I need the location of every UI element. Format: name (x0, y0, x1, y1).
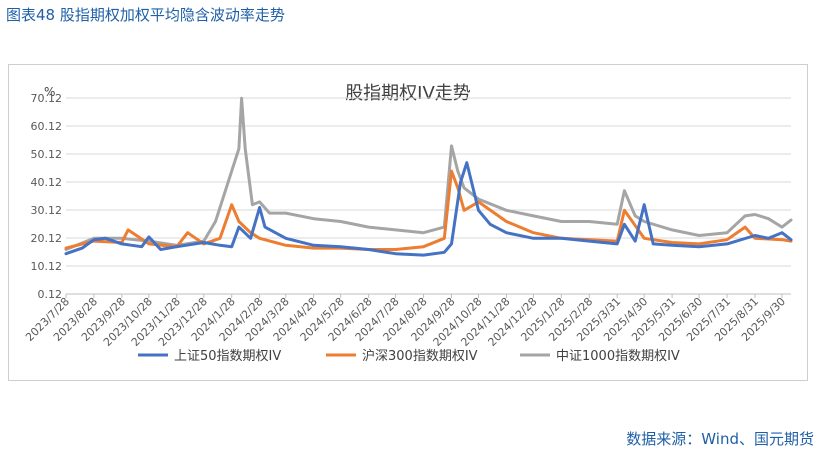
figure-title: 图表48 股指期权加权平均隐含波动率走势 (6, 6, 285, 24)
y-tick-label: 0.12 (38, 288, 63, 301)
legend-label-2: 沪深300指数期权IV (362, 348, 478, 364)
series-line-1 (64, 161, 793, 257)
series-line-2 (64, 169, 793, 251)
y-tick-label: 10.12 (31, 260, 63, 273)
y-tick-label: 20.12 (31, 232, 63, 245)
series-line-3 (64, 96, 793, 251)
y-axis-unit: % (44, 85, 55, 99)
chart-title: 股指期权IV走势 (345, 83, 471, 104)
data-source: 数据来源：Wind、国元期货 (626, 430, 814, 448)
y-tick-label: 70.12 (31, 92, 63, 105)
legend-label-3: 中证1000指数期权IV (556, 348, 680, 364)
legend-label-1: 上证50指数期权IV (174, 348, 281, 364)
chart-frame (8, 64, 808, 381)
y-tick-label: 50.12 (31, 148, 63, 161)
y-tick-label: 30.12 (31, 204, 63, 217)
y-tick-label: 40.12 (31, 176, 63, 189)
y-tick-label: 60.12 (31, 120, 63, 133)
